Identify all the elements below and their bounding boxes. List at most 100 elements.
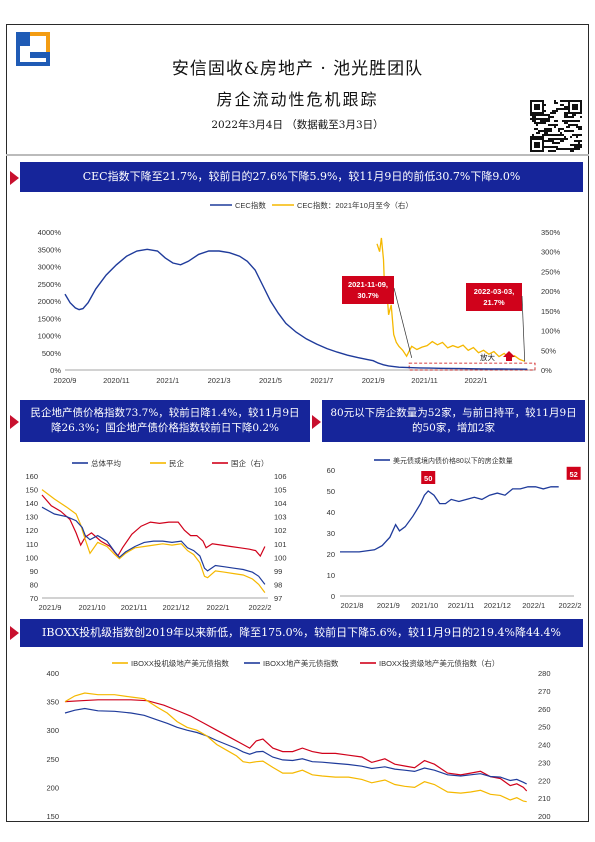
y-right-tick-label: 260 (538, 705, 551, 714)
brand-logo (16, 32, 50, 66)
developer-count-banner: 80元以下房企数量为52家，与前日持平，较11月9日的50家，增加2家 (322, 400, 585, 442)
qr-module (548, 146, 550, 148)
qr-module (540, 118, 542, 120)
qr-module (542, 122, 544, 124)
qr-module (554, 134, 556, 136)
qr-module (576, 144, 578, 146)
y-right-tick-label: 300% (541, 248, 561, 257)
y-left-tick-label: 200 (46, 783, 59, 792)
qr-module (564, 112, 566, 114)
y-tick-label: 50 (327, 487, 335, 496)
qr-module (554, 146, 556, 148)
qr-module (564, 116, 566, 118)
x-tick-label: 2021/3 (208, 376, 231, 385)
qr-module (542, 114, 544, 116)
qr-module (548, 140, 550, 142)
qr-finder (530, 138, 544, 152)
qr-module (580, 134, 582, 136)
qr-module (554, 142, 556, 144)
qr-module (540, 120, 542, 122)
qr-module (532, 116, 534, 118)
qr-module (564, 130, 566, 132)
banner-marker-icon (10, 415, 19, 429)
y-left-tick-label: 160 (25, 472, 38, 481)
y-left-tick-label: 130 (25, 513, 38, 522)
qr-module (538, 118, 540, 120)
qr-module (560, 128, 562, 130)
x-tick-label: 2021/9 (377, 601, 400, 610)
y-left-tick-label: 3500% (38, 245, 62, 254)
qr-module (556, 108, 558, 110)
qr-module (532, 134, 534, 136)
annotation-value-20211109: 30.7% (357, 291, 379, 300)
qr-module (562, 148, 564, 150)
qr-module (536, 136, 538, 138)
cec-banner: CEC指数下降至21.7%，较前日的27.6%下降5.9%，较11月9日的前低3… (20, 162, 583, 192)
qr-module (552, 124, 554, 126)
x-tick-label: 2021/11 (411, 376, 438, 385)
qr-module (552, 146, 554, 148)
y-left-tick-label: 2000% (38, 297, 62, 306)
data-label-box-52 (566, 466, 581, 480)
y-right-tick-label: 0% (541, 366, 552, 375)
qr-module (564, 108, 566, 110)
qr-module (566, 138, 568, 140)
qr-code-icon (530, 100, 582, 152)
y-left-tick-label: 90 (30, 567, 38, 576)
qr-module (564, 120, 566, 122)
qr-module (572, 116, 574, 118)
qr-module (558, 128, 560, 130)
qr-module (560, 140, 562, 142)
y-right-tick-label: 150% (541, 307, 561, 316)
x-tick-label: 2022/1 (207, 603, 230, 612)
series-line-cec (64, 248, 528, 370)
x-tick-label: 2021/9 (39, 603, 62, 612)
series-line-high-yield (64, 692, 527, 803)
qr-module (570, 124, 572, 126)
qr-module (572, 134, 574, 136)
qr-module (578, 128, 580, 130)
y-right-tick-label: 200 (538, 812, 551, 820)
annotation-date-20220303: 2022-03-03, (474, 287, 514, 296)
qr-module (564, 136, 566, 138)
qr-module (572, 144, 574, 146)
qr-module (554, 124, 556, 126)
qr-module (532, 136, 534, 138)
x-tick-label: 2021/7 (310, 376, 333, 385)
qr-module (574, 148, 576, 150)
qr-module (550, 128, 552, 130)
x-tick-label: 2022/2 (249, 603, 272, 612)
qr-module (572, 130, 574, 132)
zoom-box (408, 362, 536, 371)
qr-module (562, 100, 564, 102)
qr-module (544, 140, 546, 142)
qr-module (550, 116, 552, 118)
qr-module (578, 142, 580, 144)
qr-module (568, 130, 570, 132)
qr-module (576, 120, 578, 122)
x-tick-label: 2021/12 (162, 603, 189, 612)
qr-module (546, 146, 548, 148)
qr-module (544, 146, 546, 148)
y-right-tick-label: 230 (538, 758, 551, 767)
series-line-investment-grade (64, 699, 528, 792)
legend-label: IBOXX投资级地产美元债指数（右） (379, 658, 499, 668)
qr-module (556, 138, 558, 140)
qr-module (556, 134, 558, 136)
qr-module (538, 114, 540, 116)
report-title: 安信固收&房地产 · 池光胜团队 (171, 59, 424, 79)
y-right-tick-label: 102 (274, 526, 287, 535)
qr-module (562, 140, 564, 142)
zoom-arrow-icon (503, 351, 515, 361)
qr-module (570, 144, 572, 146)
qr-module (564, 122, 566, 124)
legend-label: 总体平均 (91, 458, 121, 468)
y-tick-label: 20 (327, 550, 335, 559)
qr-module (544, 114, 546, 116)
qr-module (540, 136, 542, 138)
qr-module (558, 108, 560, 110)
x-tick-label: 2021/1 (156, 376, 179, 385)
qr-module (530, 114, 532, 116)
cec-index-chart: 0% 500% 1000% 1500% 2000% 2500% 3000% 3500% 4000… (38, 200, 561, 385)
y-left-tick-label: 3000% (38, 263, 62, 272)
